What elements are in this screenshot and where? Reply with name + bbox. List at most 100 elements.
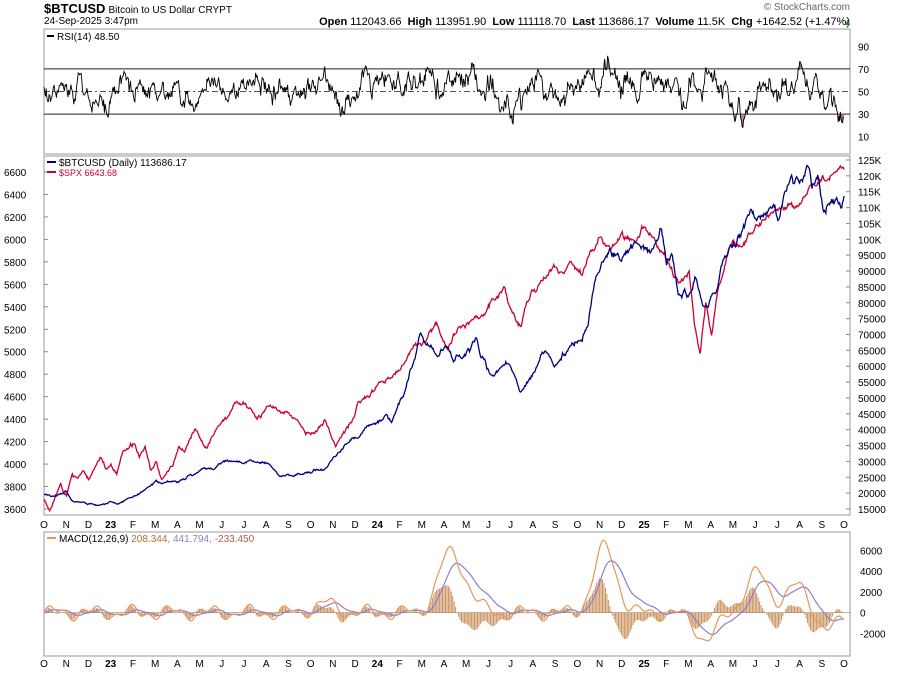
price-x-tick-label: 25 <box>638 520 650 531</box>
price-x-tick-label: J <box>508 520 513 531</box>
macd-axis-tick-label: -2000 <box>860 629 886 640</box>
macd-x-tick-label: M <box>729 659 737 670</box>
macd-histogram-legend-value: -233.450 <box>215 534 255 545</box>
low-label: Low <box>492 16 515 28</box>
right-axis-tick-label: 15000 <box>858 505 886 516</box>
macd-x-tick-label: A <box>707 659 714 670</box>
volume-label: Volume <box>655 16 695 28</box>
macd-x-tick-label: F <box>130 659 136 670</box>
rsi-line <box>43 55 845 128</box>
left-axis-tick-label: 3600 <box>4 505 27 516</box>
price-x-tick-label: N <box>63 520 70 531</box>
price-x-tick-label: M <box>684 520 692 531</box>
macd-x-tick-label: A <box>441 659 448 670</box>
right-axis-tick-label: 115K <box>858 188 881 199</box>
macd-x-tick-label: J <box>753 659 758 670</box>
left-axis-tick-label: 6000 <box>4 235 27 246</box>
symbol-name: Bitcoin to US Dollar <box>108 5 196 16</box>
chg-label: Chg <box>731 16 753 28</box>
right-axis-tick-label: 55000 <box>858 378 886 389</box>
right-axis-tick-label: 95000 <box>858 251 886 262</box>
macd-x-tick-label: J <box>219 659 224 670</box>
macd-axis-tick-label: 6000 <box>860 546 883 557</box>
exchange: CRYPT <box>198 5 232 16</box>
spx-line <box>43 164 845 513</box>
macd-x-tick-label: 25 <box>638 659 650 670</box>
left-axis-tick-label: 4400 <box>4 415 27 426</box>
last-value: 113686.17 <box>598 16 650 28</box>
left-axis-tick-label: 5400 <box>4 303 27 314</box>
right-axis-tick-label: 105K <box>858 219 882 230</box>
macd-panel-frame <box>43 531 851 657</box>
right-axis-tick-label: 45000 <box>858 410 886 421</box>
price-x-tick-label: D <box>351 520 358 531</box>
price-x-tick-label: A <box>263 520 270 531</box>
price-x-tick-label: A <box>174 520 181 531</box>
macd-x-tick-label: A <box>796 659 803 670</box>
macd-x-tick-label: N <box>329 659 336 670</box>
price-x-tick-label: N <box>596 520 603 531</box>
macd-x-tick-label: M <box>195 659 203 670</box>
price-x-tick-label: M <box>462 520 470 531</box>
price-x-tick-label: J <box>219 520 224 531</box>
macd-x-tick-label: O <box>40 659 48 670</box>
left-axis-tick-label: 4600 <box>4 393 27 404</box>
macd-x-tick-label: F <box>663 659 669 670</box>
high-value: 113951.90 <box>435 16 487 28</box>
left-axis-tick-label: 5000 <box>4 348 27 359</box>
price-x-tick-label: 23 <box>105 520 117 531</box>
up-arrow-icon: ▲ <box>843 17 852 27</box>
right-axis-tick-label: 100K <box>858 235 882 246</box>
right-axis-tick-label: 30000 <box>858 457 886 468</box>
macd-x-tick-label: J <box>775 659 780 670</box>
right-axis-tick-label: 65000 <box>858 346 886 357</box>
macd-x-tick-label: D <box>85 659 92 670</box>
left-axis-tick-label: 6200 <box>4 213 27 224</box>
price-x-tick-label: O <box>40 520 48 531</box>
price-x-tick-label: S <box>818 520 825 531</box>
stockcharts-logo: © StockCharts.com <box>763 2 850 13</box>
symbol: $BTCUSD <box>44 1 106 16</box>
macd-x-tick-label: O <box>840 659 848 670</box>
macd-x-tick-label: D <box>618 659 625 670</box>
price-x-tick-label: O <box>840 520 848 531</box>
macd-x-tick-label: J <box>508 659 513 670</box>
macd-x-tick-label: A <box>263 659 270 670</box>
macd-x-tick-label: S <box>818 659 825 670</box>
right-axis-tick-label: 60000 <box>858 362 886 373</box>
right-axis-tick-label: 120K <box>858 172 882 183</box>
price-x-tick-label: M <box>418 520 426 531</box>
macd-x-tick-label: M <box>151 659 159 670</box>
right-axis-tick-label: 80000 <box>858 299 886 310</box>
macd-x-tick-label: N <box>596 659 603 670</box>
macd-x-tick-label: 24 <box>372 659 384 670</box>
right-axis-tick-label: 90000 <box>858 267 886 278</box>
rsi-oversold-fill <box>742 114 743 128</box>
left-axis-tick-label: 4200 <box>4 438 27 449</box>
price-panel-frame <box>43 155 851 516</box>
price-x-tick-label: F <box>130 520 136 531</box>
price-x-tick-label: O <box>573 520 581 531</box>
price-x-tick-label: J <box>486 520 491 531</box>
price-x-tick-label: A <box>530 520 537 531</box>
macd-signal-legend-value: 441.794, <box>173 534 215 545</box>
last-label: Last <box>572 16 595 28</box>
left-axis-tick-label: 5200 <box>4 325 27 336</box>
price-x-tick-label: M <box>195 520 203 531</box>
left-axis-tick-label: 5600 <box>4 280 27 291</box>
quote-bar: Open 112043.66 High 113951.90 Low 111118… <box>319 16 850 28</box>
price-x-tick-label: D <box>85 520 92 531</box>
macd-x-tick-label: A <box>530 659 537 670</box>
open-label: Open <box>319 16 348 28</box>
rsi-axis-tick-label: 70 <box>858 65 870 76</box>
right-axis-tick-label: 70000 <box>858 331 886 342</box>
price-x-tick-label: F <box>663 520 669 531</box>
macd-axis-tick-label: 2000 <box>860 588 883 599</box>
price-x-tick-label: A <box>707 520 714 531</box>
macd-x-tick-label: M <box>684 659 692 670</box>
right-axis-tick-label: 35000 <box>858 442 886 453</box>
btcusd-line <box>43 164 845 507</box>
macd-axis-tick-label: 0 <box>860 609 866 620</box>
price-x-tick-label: D <box>618 520 625 531</box>
right-axis-tick-label: 125K <box>858 156 882 167</box>
